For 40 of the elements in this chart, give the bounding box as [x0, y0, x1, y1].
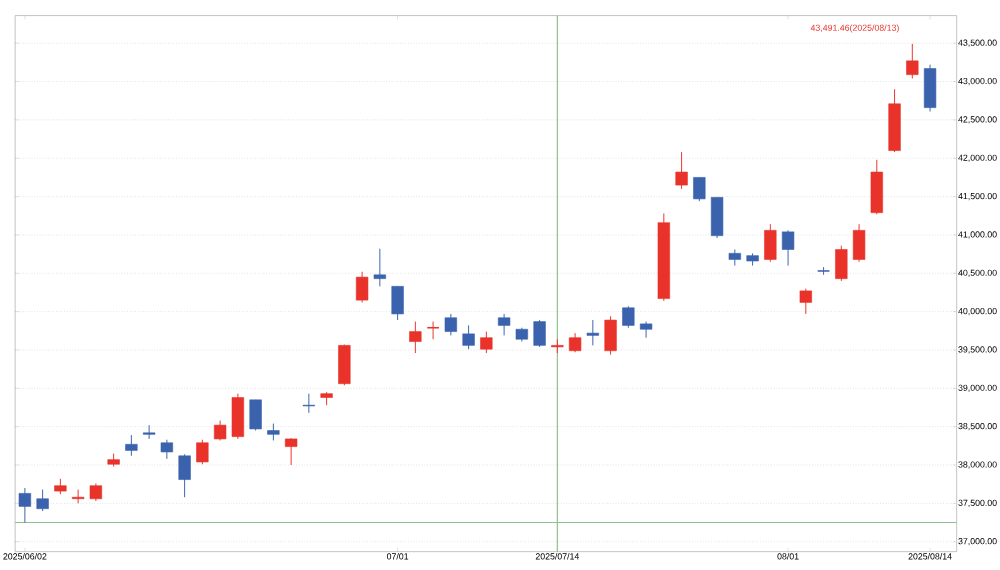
candlestick	[781, 230, 795, 267]
candlestick	[196, 439, 209, 466]
candlestick	[18, 487, 32, 524]
candlestick	[302, 393, 316, 414]
candlestick	[870, 159, 883, 216]
candlestick	[888, 89, 901, 153]
candlestick	[409, 321, 422, 354]
candlestick	[231, 393, 245, 440]
candlestick	[142, 425, 156, 440]
candlestick	[373, 248, 386, 288]
candlestick	[249, 399, 262, 432]
candlestick	[125, 434, 138, 457]
candlestick	[36, 489, 49, 512]
candlestick	[178, 454, 191, 499]
candlestick	[480, 331, 493, 354]
candlestick	[923, 64, 937, 113]
candlestick	[852, 224, 866, 263]
candlestick	[586, 319, 599, 347]
candlestick	[391, 286, 404, 321]
candlestick	[799, 288, 812, 315]
candlestick	[444, 313, 457, 337]
candlestick	[71, 489, 85, 505]
candlestick	[604, 316, 617, 356]
candlestick	[533, 319, 546, 348]
candlestick	[693, 177, 706, 203]
candlestick	[497, 313, 511, 337]
candlestick	[639, 321, 653, 339]
candlestick	[568, 332, 582, 354]
candlestick	[338, 344, 351, 387]
candlestick	[835, 245, 848, 282]
candlestick	[426, 321, 440, 341]
candlestick	[710, 197, 724, 239]
candlestick	[622, 306, 635, 329]
candlestick	[675, 151, 688, 190]
candlestick	[160, 439, 174, 460]
candlestick	[355, 271, 369, 304]
candlestick	[462, 325, 475, 351]
candlestick	[906, 43, 919, 80]
candlestick	[284, 438, 298, 466]
candlestick	[764, 224, 777, 263]
